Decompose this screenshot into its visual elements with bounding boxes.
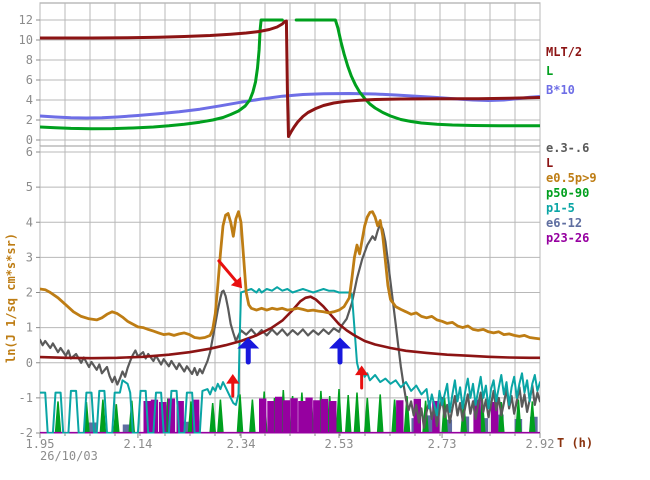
x-tick-label: 2.73	[428, 437, 457, 451]
series-L	[40, 295, 540, 360]
series-L	[294, 18, 540, 128]
series-L	[40, 18, 284, 131]
legend-item-l-top: L	[546, 64, 554, 78]
series-layer	[40, 18, 540, 138]
y-tick-label: 1	[26, 321, 33, 335]
series-e0.5p>9	[40, 210, 540, 341]
y-tick-label: 10	[19, 33, 33, 47]
series-e.3-.6	[40, 222, 540, 429]
y-tick-label: 8	[26, 53, 33, 67]
series-p1-5	[40, 286, 540, 434]
series-layer	[40, 210, 540, 434]
y-tick-label: 6	[26, 145, 33, 159]
red-up-arrow-2	[355, 365, 369, 390]
bottom-legend: e.3-.6 L e0.5p>9 p50-90 p1-5 e6-12 p23-2…	[546, 141, 597, 246]
y-tick-label: 4	[26, 215, 33, 229]
series-MLT/2	[40, 19, 540, 138]
date-label: 26/10/03	[40, 449, 98, 463]
legend-item-e05p9: e0.5p>9	[546, 171, 597, 185]
y-tick-label: -1	[19, 391, 33, 405]
legend-item-p23-26: p23-26	[546, 231, 590, 245]
x-tick-label: 2.92	[526, 437, 555, 451]
x-tick-label: 2.34	[227, 437, 256, 451]
legend-item-l-bottom: L	[546, 156, 554, 170]
series-B*10	[40, 92, 540, 120]
legend-item-mlt2: MLT/2	[546, 45, 583, 59]
y-tick-label: 2	[26, 113, 33, 127]
x-tick-label: 1.95	[26, 437, 55, 451]
top-legend: MLT/2 L B*10	[546, 43, 582, 100]
legend-item-e6-12: e6-12	[546, 216, 583, 230]
y-tick-label: 3	[26, 250, 33, 264]
y-tick-label: 5	[26, 180, 33, 194]
red-up-arrow-1	[226, 373, 240, 398]
blue-up-arrow-2	[329, 337, 351, 365]
gridlines	[39, 3, 541, 146]
legend-item-p50-90: p50-90	[546, 186, 590, 200]
x-axis-label: T (h)	[557, 436, 594, 450]
y-tick-label: 0	[26, 133, 33, 147]
x-tick-label: 2.14	[123, 437, 152, 451]
y-tick-label: 2	[26, 286, 33, 300]
y-tick-label: 4	[26, 93, 33, 107]
y-axis-label: ln(J 1/sq cm*s*sr)	[4, 232, 18, 364]
y-tick-label: 12	[19, 13, 33, 27]
legend-item-e03-06: e.3-.6	[546, 141, 590, 155]
y-tick-label: -2	[19, 426, 33, 440]
top-panel: 0 2 4 6 8 10 12	[19, 2, 541, 147]
blue-up-arrow-1	[237, 337, 260, 365]
legend-item-b10: B*10	[546, 83, 575, 97]
red-pointer-arrow	[217, 259, 243, 289]
y-tick-label: 6	[26, 73, 33, 87]
y-tick-label: 0	[26, 356, 33, 370]
legend-item-p1-5: p1-5	[546, 201, 575, 215]
bottom-panel: -2 -1 0 1 2 3 4 5 6 1.95 2.14 2.34 2.53 2.73 2.92	[19, 145, 555, 451]
x-tick-label: 2.53	[325, 437, 354, 451]
